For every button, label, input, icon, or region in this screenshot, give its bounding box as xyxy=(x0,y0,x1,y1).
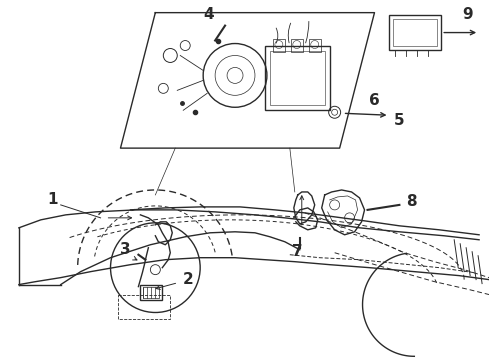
Bar xyxy=(273,39,285,53)
Text: 2: 2 xyxy=(183,272,194,287)
Bar xyxy=(265,45,330,110)
Bar xyxy=(141,285,162,300)
Text: 8: 8 xyxy=(406,194,416,210)
Text: 3: 3 xyxy=(120,242,131,257)
Text: 9: 9 xyxy=(462,7,472,22)
Text: 4: 4 xyxy=(203,7,214,22)
Text: 7: 7 xyxy=(293,244,303,259)
Bar xyxy=(309,39,321,53)
Bar xyxy=(291,39,303,53)
Text: 1: 1 xyxy=(48,193,58,207)
Bar xyxy=(144,287,159,298)
Bar xyxy=(393,19,437,45)
Text: 6: 6 xyxy=(369,93,380,108)
Text: 5: 5 xyxy=(394,113,405,128)
Bar xyxy=(119,294,171,319)
Bar xyxy=(270,50,325,105)
